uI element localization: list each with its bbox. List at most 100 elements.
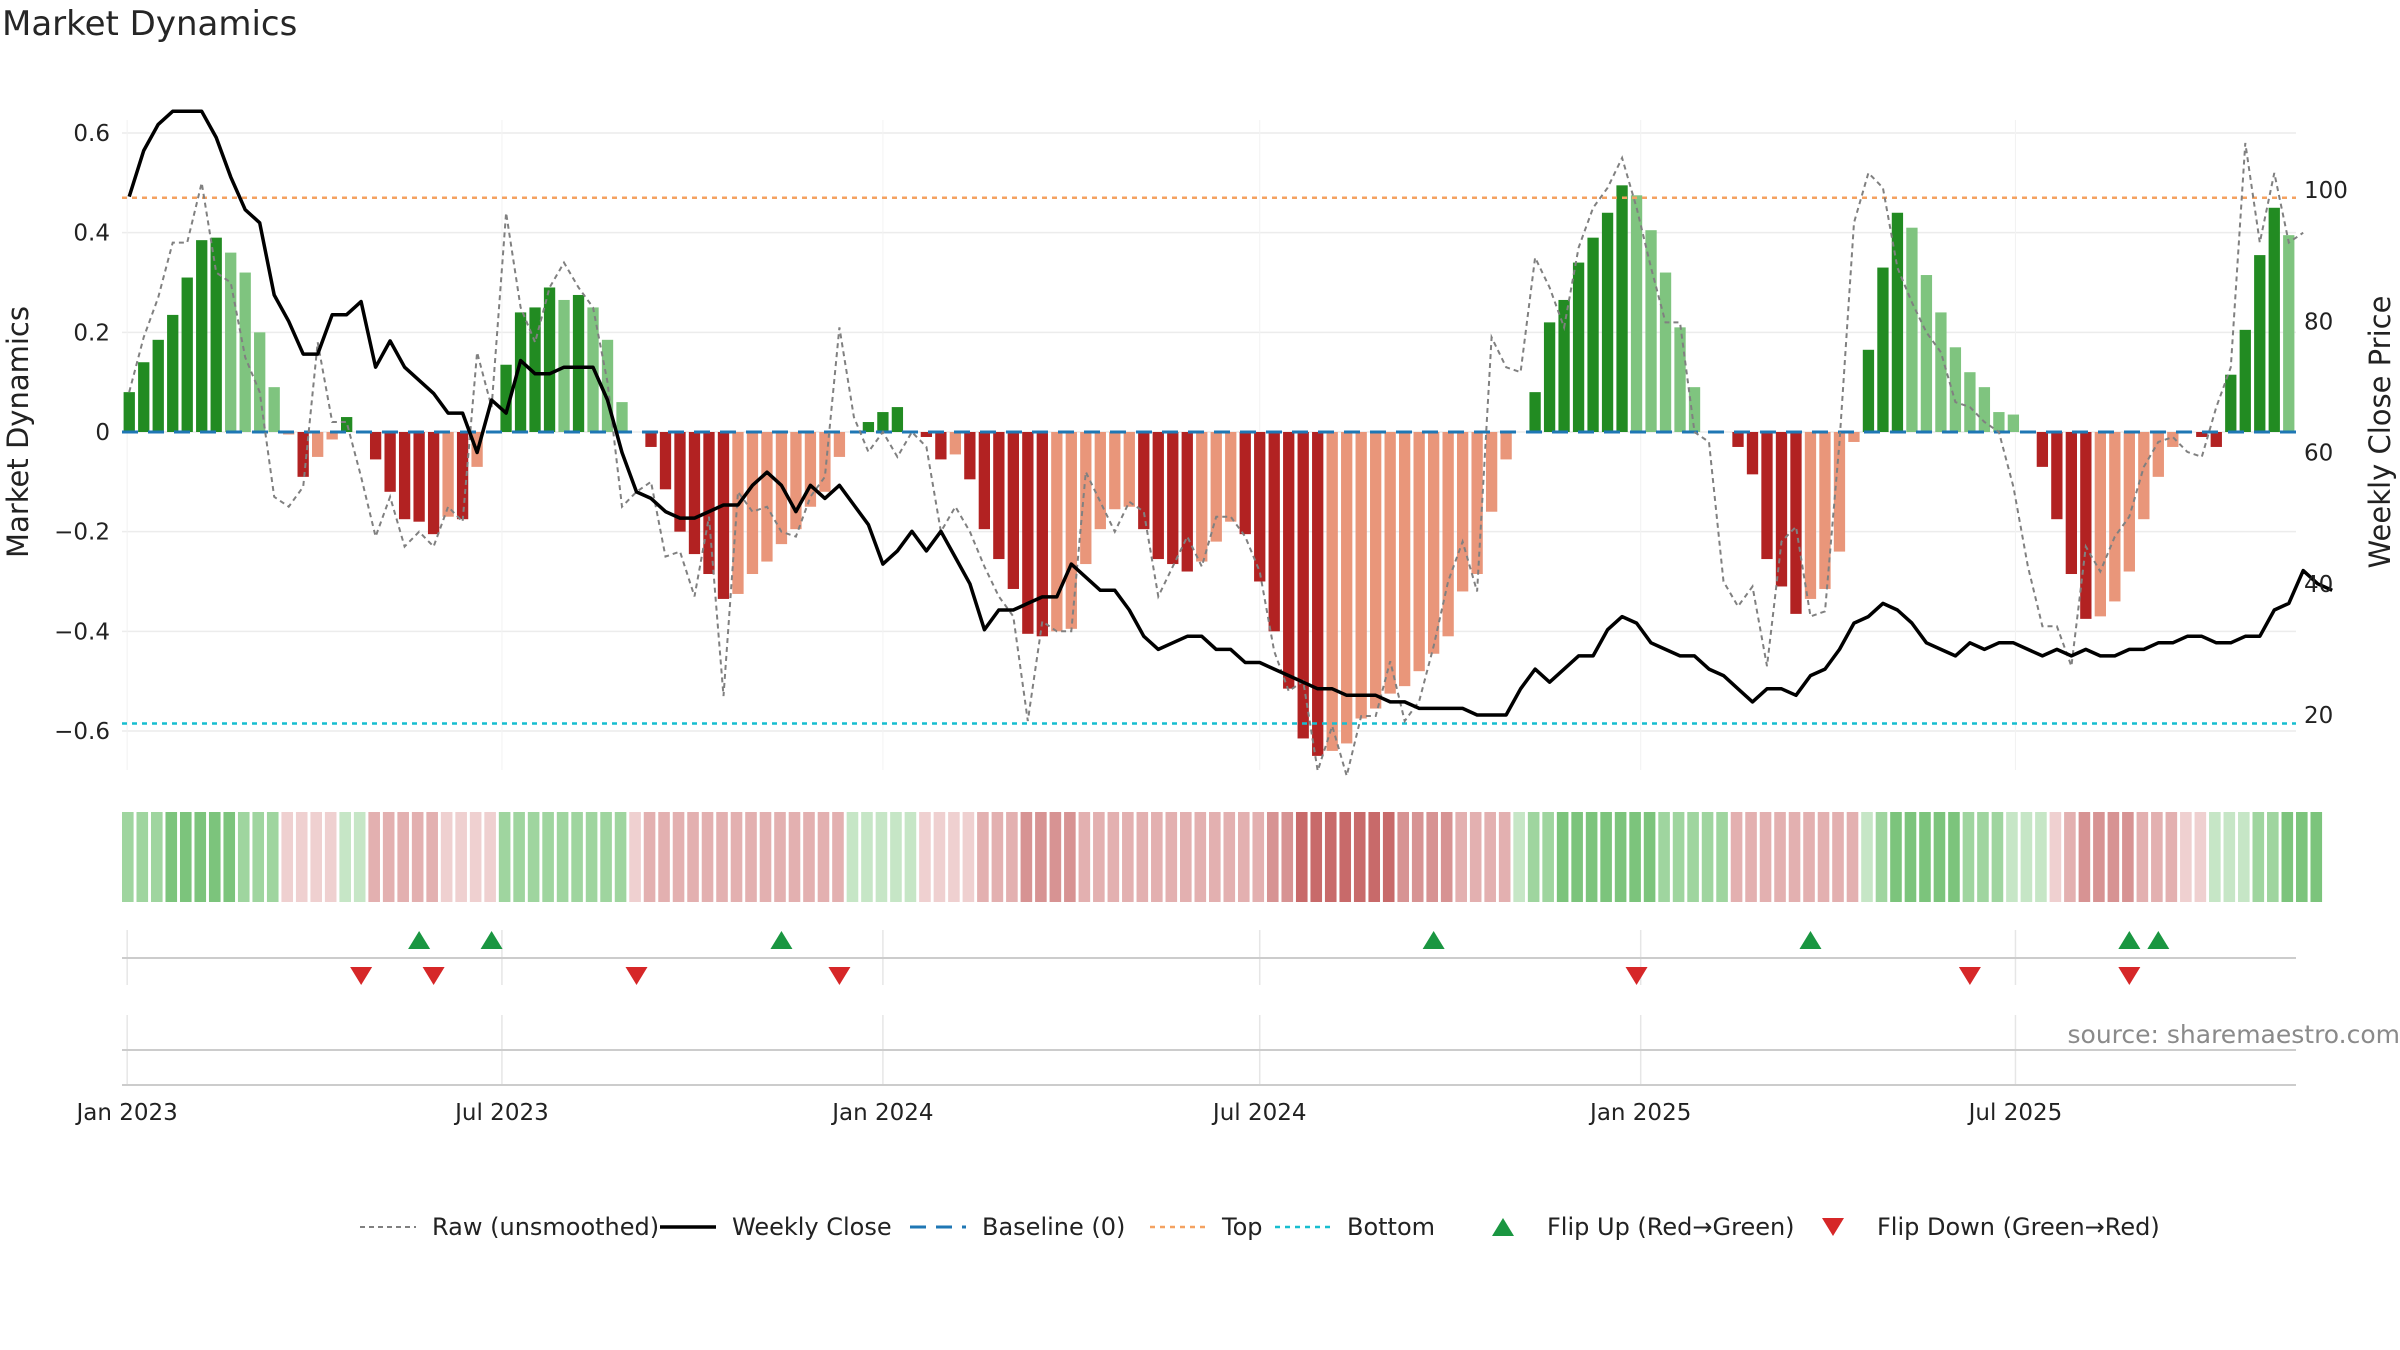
regime-cell [1701,812,1714,902]
momentum-bar [1167,432,1179,565]
regime-cell [281,812,294,902]
momentum-bar [862,422,875,432]
momentum-bar [1384,432,1396,694]
ytick-left-label: −0.2 [54,520,110,546]
momentum-bar [2094,432,2106,617]
regime-cell [382,812,395,902]
flip-up-marker [408,931,431,949]
regime-cell [629,812,641,902]
ytick-left-label: 0.4 [73,221,110,247]
regime-cell [1571,812,1583,902]
flip-down-marker [625,967,648,985]
regime-cell [2093,812,2105,902]
momentum-bar [369,432,382,460]
legend-item: Raw (unsmoothed) [360,1213,659,1241]
momentum-bar [1891,212,1904,432]
flip-up-marker [770,931,793,949]
momentum-bar [891,407,904,432]
regime-cell [1093,812,1105,902]
momentum-bar [442,432,454,517]
momentum-bar [1456,432,1469,592]
momentum-bar [616,402,628,432]
regime-cell [136,812,149,902]
momentum-bar [2225,374,2237,432]
regime-cell [1498,812,1511,902]
regime-cell [1324,812,1337,902]
grid-lines [122,120,2296,1085]
regime-cell [1122,812,1134,902]
chart-title: Market Dynamics [2,4,298,44]
ytick-left-label: 0 [95,420,110,446]
momentum-bar [2239,329,2251,432]
regime-cell [1310,812,1323,902]
momentum-bar [1312,432,1324,756]
momentum-bar [196,240,208,432]
momentum-bar [978,432,991,530]
momentum-bar [1268,432,1280,632]
momentum-bars [123,185,2295,756]
regime-cell [1542,812,1554,902]
momentum-bar [935,432,947,460]
regime-cell [1600,812,1612,902]
regime-cell [1614,812,1627,902]
regime-cell [1440,812,1453,902]
flip-markers [350,931,2170,985]
regime-cell [1411,812,1424,902]
regime-cell [774,812,786,902]
legend-swatch-flip-up [1492,1218,1514,1236]
momentum-bar [1761,432,1773,560]
momentum-bar [790,432,802,530]
momentum-bar [1239,432,1251,535]
regime-cell [2006,812,2018,902]
regime-cell [1556,812,1569,902]
regime-cell [1368,812,1381,902]
momentum-bar [1964,372,1976,432]
regime-cell [643,812,656,902]
regime-cell [397,812,409,902]
regime-cell [2281,812,2294,902]
regime-cell [2310,812,2323,902]
momentum-bar [398,432,411,520]
regime-cell [658,812,670,902]
ytick-right-label: 80 [2304,309,2333,335]
regime-cell [426,812,438,902]
regime-cell [1904,812,1917,902]
regime-cell [411,812,424,902]
regime-cell [1397,812,1410,902]
momentum-bar [1978,387,1991,432]
momentum-bar [514,312,527,432]
regime-cell [1078,812,1091,902]
momentum-bar [456,432,469,520]
momentum-bar [1442,432,1454,637]
regime-cell [2078,812,2091,902]
regime-cell [1817,812,1830,902]
regime-cell [2180,812,2192,902]
momentum-bar [1833,432,1846,552]
regime-cell [600,812,612,902]
flip-up-marker [1422,931,1445,949]
momentum-bar [1862,349,1875,432]
regime-cell [977,812,989,902]
regime-cell [1991,812,2004,902]
regime-cell [368,812,380,902]
momentum-bar [1732,432,1744,447]
momentum-bar [152,339,164,432]
legend-label: Top [1221,1213,1263,1241]
regime-cell [498,812,511,902]
regime-cell [1585,812,1598,902]
flip-down-marker [2118,967,2141,985]
regime-cell [817,812,830,902]
momentum-bar [1543,322,1556,432]
momentum-bar [1152,432,1164,560]
ytick-left-label: −0.6 [54,719,110,745]
momentum-bar [1775,432,1788,587]
legend-item: Bottom [1275,1213,1435,1241]
regime-cell [1006,812,1018,902]
regime-cell [2107,812,2120,902]
momentum-bar [500,364,512,432]
momentum-bar [1007,432,1019,589]
axes: 0.6 0.4 0.2 0 −0.2 −0.4 −0.6 100 80 60 40 20 Jan 202… [1,121,2397,1126]
momentum-bar [877,412,889,432]
momentum-bar [138,362,150,432]
